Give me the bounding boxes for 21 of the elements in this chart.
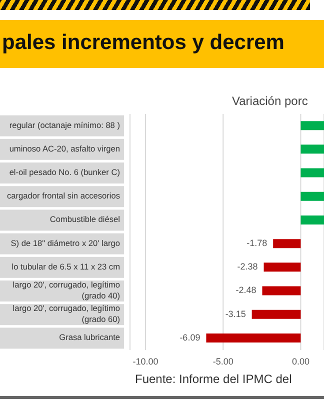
y-tick-label: uminoso AC-20, asfalto virgen [9,144,120,154]
x-tick-label: -5.00 [212,356,234,366]
y-tick-label: Combustible diésel [50,214,120,224]
data-label: -6.09 [180,332,200,342]
data-label: -1.78 [246,238,268,248]
y-tick-label: largo 20', corrugado, legítimo (grado 60) [12,303,120,324]
y-tick-label: largo 20', corrugado, legítimo (grado 40) [12,280,120,301]
x-tick-label: -10.00 [132,356,158,366]
y-tick-label: Grasa lubricante [59,332,120,342]
source-note: Fuente: Informe del IPMC del [135,372,292,386]
chart-subtitle: Variación porc [232,94,308,108]
y-tick-label: lo tubular de 6.5 x 11 x 23 cm [12,262,120,272]
data-label: -2.48 [236,285,256,296]
data-label: -3.15 [225,308,246,319]
y-tick-label: S) de 18" diámetro x 20' largo [10,238,120,248]
chart-title: pales incrementos y decrem [0,20,324,66]
y-tick-label: el-oil pesado No. 6 (bunker C) [9,167,120,178]
y-tick-label: cargador frontal sin accesorios [7,190,120,201]
x-tick-label: 0.00 [292,356,310,366]
y-tick-label: regular (octanaje mínimo: 88 ) [9,120,120,130]
data-label: -2.38 [237,262,258,272]
